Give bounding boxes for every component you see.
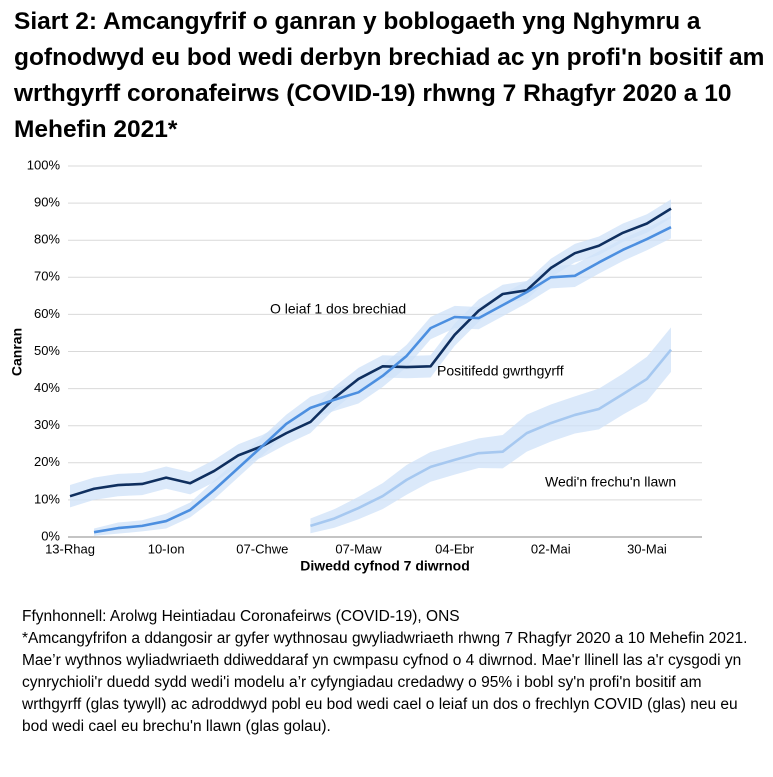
y-tick-label: 0% [41,528,60,543]
line [93,226,672,534]
series-label: Wedi'n frechu'n llawn [545,474,676,490]
y-tick-label: 50% [34,343,60,358]
y-tick-label: 20% [34,454,60,469]
y-axis-label: Canran [9,328,25,376]
chart: Canran Diwedd cyfnod 7 diwrnod 0% 10% 20% 3… [9,157,702,574]
x-tick-label: 30-Mai [627,541,667,556]
y-tick-label: 100% [27,157,61,172]
x-tick-label: 13-Rhag [45,541,95,556]
confidence-band [70,199,671,508]
y-tick-label: 70% [34,269,60,284]
y-tick-label: 40% [34,380,60,395]
y-tick-label: 90% [34,195,60,210]
line [69,207,672,498]
x-tick-label: 07-Chwe [236,541,288,556]
confidence-band [310,327,671,534]
series-label: Positifedd gwrthgyrff [437,363,564,379]
notes: Ffynhonnell: Arolwg Heintiadau Coronafei… [22,606,762,738]
y-tick-label: 30% [34,417,60,432]
footnote: *Amcangyfrifon a ddangosir ar gyfer wyth… [22,630,748,735]
y-tick-label: 80% [34,232,60,247]
x-tick-label: 10-Ion [148,541,185,556]
x-axis-label: Diwedd cyfnod 7 diwrnod [300,558,470,574]
x-tick-label: 04-Ebr [435,541,475,556]
source: Ffynhonnell: Arolwg Heintiadau Coronafei… [22,608,460,625]
series-label: O leiaf 1 dos brechiad [270,301,406,317]
line [310,348,673,528]
chart-title: Siart 2: Amcangyfrif o ganran y boblogae… [14,8,765,143]
y-tick-label: 60% [34,306,60,321]
x-tick-label: 02-Mai [531,541,571,556]
x-tick-label: 07-Maw [335,541,382,556]
y-tick-label: 10% [34,491,60,506]
